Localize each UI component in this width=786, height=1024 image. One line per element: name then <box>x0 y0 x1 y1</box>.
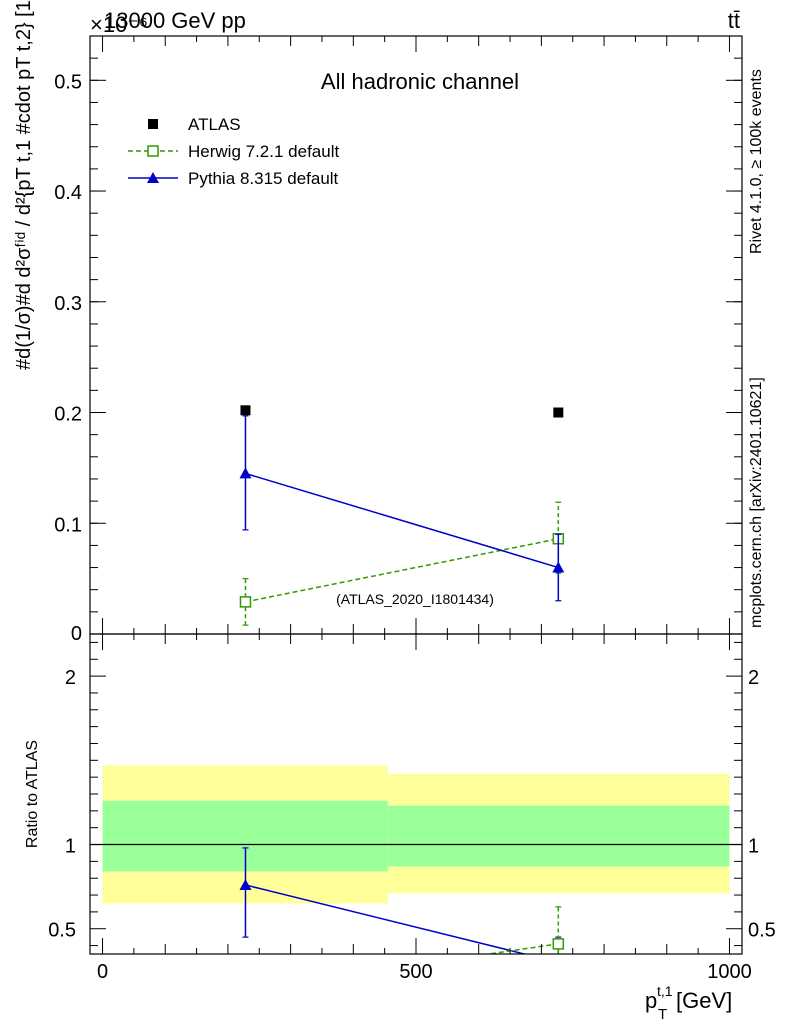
ratio-y-tick-label-left: 0.5 <box>48 920 76 942</box>
ratio-pythia-point-1 <box>552 956 564 967</box>
ratio-pythia-line <box>245 884 528 954</box>
legend-pythia-marker <box>147 172 159 183</box>
ratio-band-inner-1 <box>387 805 730 867</box>
main-pythia-line <box>245 472 559 569</box>
y-axis-label-ratio: Ratio to ATLAS <box>24 740 41 848</box>
main-y-tick-label: 0.2 <box>54 404 82 426</box>
legend-pythia-label: Pythia 8.315 default <box>188 169 339 188</box>
ratio-y-tick-label-left: 2 <box>65 667 76 689</box>
main-y-tick-label: 0.4 <box>54 182 82 204</box>
main-herwig-line <box>245 538 559 603</box>
ratio-pythia-point-0 <box>239 878 252 890</box>
x-axis-label-sub: T <box>658 1006 667 1023</box>
main-y-tick-label-zero: 0 <box>71 623 82 645</box>
main-pythia-point-1 <box>552 561 565 573</box>
chart-title: All hadronic channel <box>321 69 519 94</box>
exponent-label: ×10⁻⁶ <box>90 12 148 37</box>
ratio-herwig-point-0 <box>240 984 250 994</box>
process-label: tt̄ <box>728 8 740 33</box>
legend-atlas-label: ATLAS <box>188 115 241 134</box>
main-y-tick-label: 0.1 <box>54 514 82 536</box>
main-y-tick-label: 0.3 <box>54 293 82 315</box>
legend-herwig-marker <box>147 145 159 157</box>
x-axis-label: p T t,1 [GeV] <box>645 983 732 1023</box>
ratio-y-tick-label-right: 1 <box>748 836 759 858</box>
ratio-herwig-point-1 <box>552 938 565 950</box>
x-tick-label: 0 <box>97 961 108 983</box>
ratio-y-tick-label-right: 0.5 <box>748 920 776 942</box>
main-atlas-point-0 <box>240 405 251 416</box>
ratio-y-tick-label-right: 2 <box>748 667 759 689</box>
y-axis-label-main: #d(1/σ)#d d²σᶠⁱᵈ / d²{pT t,1 #cdot pT t,… <box>13 0 35 370</box>
ratio-y-tick-label-left: 1 <box>65 836 76 858</box>
watermark: (ATLAS_2020_I1801434) <box>336 591 494 607</box>
x-tick-label: 1000 <box>707 961 752 983</box>
main-herwig-point-0 <box>239 596 252 608</box>
legend-atlas-marker <box>148 119 158 129</box>
main-atlas-point-1 <box>553 407 564 418</box>
svg-text:p: p <box>645 988 657 1013</box>
x-tick-label: 500 <box>399 961 432 983</box>
x-axis-label-unit: [GeV] <box>676 988 732 1013</box>
energy-label: 13000 GeV pp <box>104 8 246 33</box>
x-axis-label-sup: t,1 <box>657 983 673 999</box>
main-pythia-point-0 <box>239 467 252 479</box>
mcplots-label: mcplots.cern.ch [arXiv:2401.10621] <box>748 377 765 628</box>
main-y-tick-label: 0.5 <box>54 71 82 93</box>
main-panel: 0.1 0.2 0.3 0.4 0.5 0 All hadronic channel (A… <box>13 0 743 645</box>
x-axis-label-main: p <box>645 988 657 1013</box>
ratio-panel: 0.5 0.5 1 1 2 2 0 500 1000 Ratio to ATLAS p T t… <box>24 633 776 1023</box>
rivet-label: Rivet 4.1.0, ≥ 100k events <box>748 69 765 254</box>
legend-herwig-label: Herwig 7.2.1 default <box>188 142 339 161</box>
